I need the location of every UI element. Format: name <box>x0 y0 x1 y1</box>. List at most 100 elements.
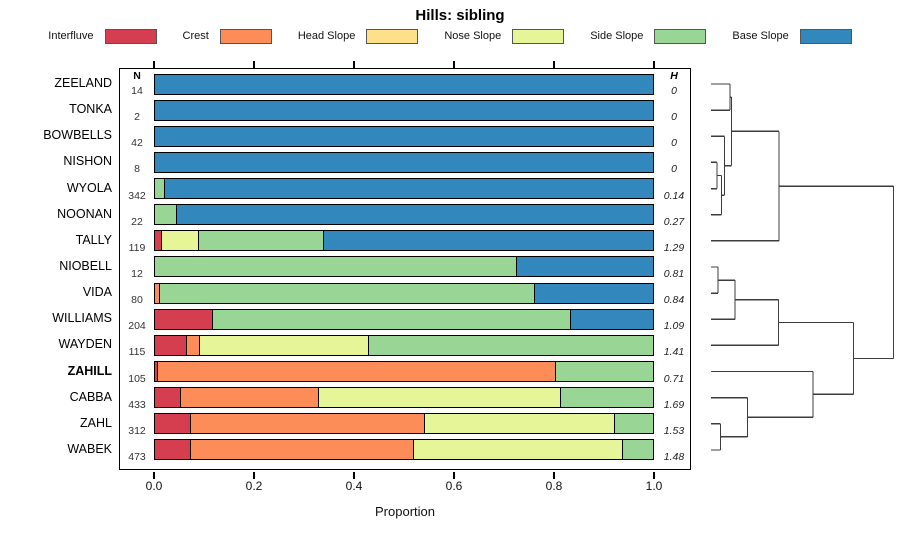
row-label-tally: TALLY <box>75 232 112 247</box>
n-value: 115 <box>128 346 146 359</box>
legend-label: Side Slope <box>590 30 644 42</box>
x-tick-label: 0.8 <box>545 479 563 493</box>
bar-segment-side-slope <box>555 362 653 382</box>
x-tick-label: 0.2 <box>245 479 263 493</box>
stacked-bar-vida <box>154 282 654 304</box>
h-value: 1.41 <box>663 346 685 359</box>
h-value: 0 <box>671 163 677 176</box>
x-tick-label: 0.6 <box>445 479 463 493</box>
top-tick <box>653 61 655 68</box>
row-label-nishon: NISHON <box>63 154 112 169</box>
bar-segment-crest <box>180 388 320 408</box>
n-value: 312 <box>128 424 146 437</box>
bar-segment-interfluve <box>155 414 191 434</box>
legend-item-head-slope: Head Slope <box>297 28 419 44</box>
n-value: 105 <box>128 372 146 385</box>
bar-segment-interfluve <box>155 362 159 382</box>
legend-item-side-slope: Side Slope <box>590 28 707 44</box>
bar-segment-nose-slope <box>413 440 623 460</box>
bar-segment-crest <box>155 283 161 303</box>
n-value: 342 <box>128 189 146 202</box>
h-value: 1.69 <box>663 398 685 411</box>
bar-segment-interfluve <box>155 309 214 329</box>
bottom-tick <box>253 471 255 479</box>
stacked-bar-nishon <box>154 151 654 173</box>
n-value: 473 <box>128 450 146 463</box>
top-tick <box>553 61 555 68</box>
n-value: 8 <box>134 163 140 176</box>
stacked-bar-wabek <box>154 439 654 461</box>
stacked-bar-williams <box>154 308 654 330</box>
stacked-bar-tally <box>154 230 654 252</box>
row-label-zahl: ZAHL <box>80 415 112 430</box>
row-label-cabba: CABBA <box>69 389 112 404</box>
n-value: 80 <box>131 294 143 307</box>
x-axis-title: Proportion <box>375 504 435 519</box>
bottom-tick <box>653 471 655 479</box>
legend-swatch <box>799 28 852 44</box>
bar-segment-base-slope <box>324 231 653 251</box>
h-column-header: H <box>670 70 678 82</box>
stacked-bar-niobell <box>154 256 654 278</box>
stacked-bar-cabba <box>154 387 654 409</box>
row-label-tonka: TONKA <box>69 102 112 117</box>
stacked-bar-wayden <box>154 334 654 356</box>
n-value: 119 <box>128 241 146 254</box>
stacked-bar-zahl <box>154 413 654 435</box>
bar-segment-base-slope <box>155 126 653 146</box>
bar-segment-base-slope <box>517 257 653 277</box>
row-label-zeeland: ZEELAND <box>54 76 112 90</box>
bar-segment-side-slope <box>622 440 653 460</box>
h-value: 0.71 <box>663 372 685 385</box>
bar-segment-interfluve <box>155 440 192 460</box>
bar-segment-side-slope <box>155 179 165 199</box>
bar-segment-side-slope <box>198 231 325 251</box>
legend-item-interfluve: Interfluve <box>48 28 157 44</box>
n-value: 14 <box>131 85 143 97</box>
h-value: 0.14 <box>663 189 685 202</box>
legend-swatch <box>512 28 565 44</box>
legend-label: Head Slope <box>297 30 356 42</box>
legend-swatch <box>654 28 707 44</box>
bar-segment-nose-slope <box>319 388 561 408</box>
x-tick-label: 1.0 <box>645 479 663 493</box>
legend-swatch <box>366 28 419 44</box>
legend-swatch <box>219 28 272 44</box>
h-value: 1.53 <box>663 424 685 437</box>
h-value: 0.81 <box>663 267 685 280</box>
row-label-wabek: WABEK <box>67 441 112 456</box>
chart-title: Hills: sibling <box>415 7 505 24</box>
h-value: 1.48 <box>663 450 685 463</box>
stacked-bar-tonka <box>154 99 654 121</box>
bar-segment-interfluve <box>155 231 163 251</box>
bar-segment-interfluve <box>155 335 188 355</box>
bar-segment-crest <box>187 335 200 355</box>
h-value: 1.29 <box>663 241 685 254</box>
bar-segment-nose-slope <box>425 414 615 434</box>
h-value: 0 <box>671 137 677 150</box>
n-value: 22 <box>131 215 143 228</box>
x-tick-label: 0.4 <box>345 479 363 493</box>
h-value: 0 <box>671 85 677 97</box>
bar-segment-side-slope <box>160 283 535 303</box>
legend-swatch <box>104 28 157 44</box>
bottom-tick <box>153 471 155 479</box>
h-value: 0 <box>671 111 677 124</box>
top-tick <box>353 61 355 68</box>
n-value: 433 <box>128 398 146 411</box>
legend-item-nose-slope: Nose Slope <box>444 28 565 44</box>
h-value: 0.27 <box>663 215 685 228</box>
row-label-noonan: NOONAN <box>57 206 112 221</box>
bar-segment-side-slope <box>369 335 653 355</box>
bottom-tick <box>353 471 355 479</box>
stacked-bar-zeeland <box>154 73 654 95</box>
stacked-bar-wyola <box>154 178 654 200</box>
bar-segment-base-slope <box>155 100 653 120</box>
x-tick-label: 0.0 <box>145 479 163 493</box>
legend-label: Base Slope <box>732 30 789 42</box>
top-tick <box>453 61 455 68</box>
row-label-vida: VIDA <box>82 285 112 300</box>
h-value: 0.84 <box>663 294 685 307</box>
